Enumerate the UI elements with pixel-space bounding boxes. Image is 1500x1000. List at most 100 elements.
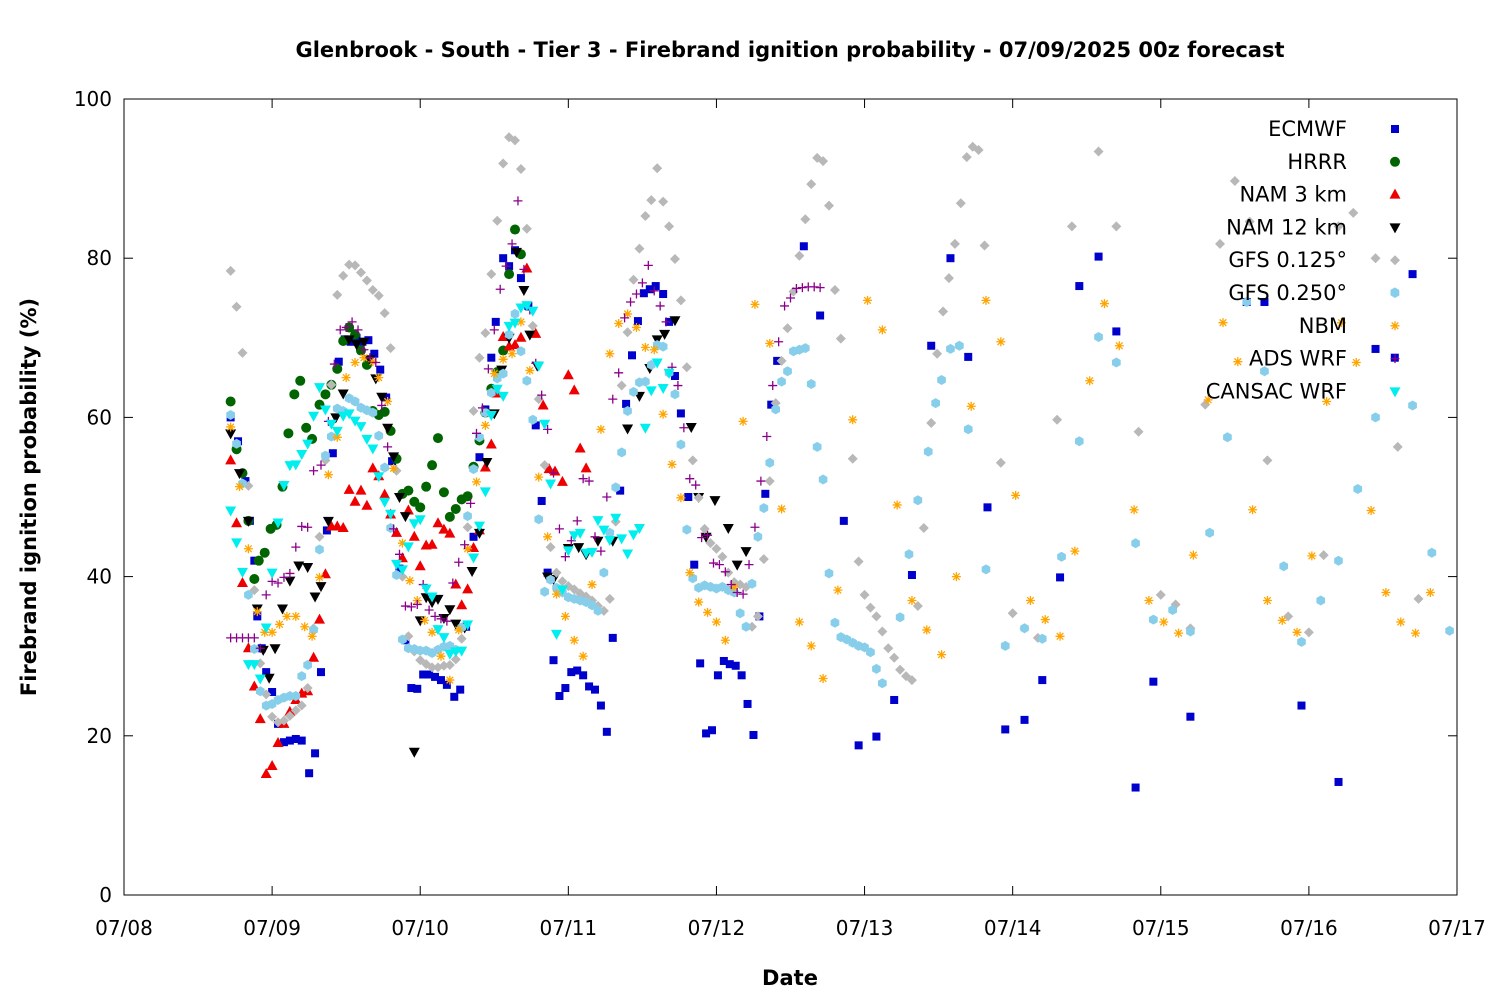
data-point bbox=[645, 386, 657, 397]
data-point bbox=[703, 530, 713, 540]
data-point bbox=[361, 434, 373, 445]
data-point bbox=[393, 493, 405, 503]
data-point bbox=[543, 463, 555, 474]
data-point bbox=[780, 301, 790, 311]
data-point bbox=[895, 664, 906, 675]
data-point bbox=[454, 625, 464, 635]
data-point bbox=[587, 580, 597, 590]
data-point bbox=[756, 476, 766, 486]
data-point bbox=[761, 489, 770, 498]
data-point bbox=[315, 582, 327, 593]
data-point bbox=[379, 488, 391, 499]
data-point bbox=[368, 357, 378, 367]
data-point bbox=[530, 327, 542, 338]
data-point bbox=[237, 347, 248, 358]
data-point bbox=[450, 619, 462, 630]
data-point bbox=[408, 530, 420, 541]
data-point bbox=[450, 692, 459, 701]
legend: ECMWF HRRR NAM 3 km NAM 12 km GFS 0.125° GFS … bbox=[1206, 117, 1401, 403]
data-point bbox=[347, 317, 357, 327]
x-tick-label: 07/12 bbox=[688, 916, 746, 940]
data-point bbox=[1093, 146, 1104, 157]
data-point bbox=[620, 313, 630, 323]
data-point bbox=[596, 701, 605, 710]
data-point bbox=[765, 338, 775, 348]
data-point bbox=[722, 524, 734, 535]
data-point bbox=[231, 538, 243, 549]
data-point bbox=[890, 695, 899, 704]
data-point bbox=[616, 486, 625, 495]
data-point bbox=[981, 295, 991, 305]
data-point bbox=[260, 768, 272, 779]
data-point bbox=[551, 589, 561, 599]
data-point bbox=[1112, 357, 1121, 368]
data-point bbox=[261, 590, 271, 600]
data-point bbox=[676, 493, 686, 503]
data-point bbox=[383, 396, 393, 406]
data-point bbox=[539, 460, 550, 471]
data-point bbox=[421, 481, 432, 492]
data-point bbox=[657, 383, 669, 394]
data-point bbox=[684, 493, 693, 501]
data-point bbox=[667, 459, 677, 469]
data-point bbox=[367, 462, 379, 473]
data-point bbox=[249, 573, 260, 584]
data-point bbox=[931, 398, 940, 409]
data-point bbox=[904, 549, 914, 560]
data-point bbox=[444, 527, 456, 538]
data-point bbox=[847, 453, 858, 464]
data-point bbox=[599, 567, 609, 578]
data-point bbox=[408, 747, 420, 758]
data-point bbox=[412, 599, 422, 609]
data-point bbox=[1334, 555, 1343, 566]
data-point bbox=[284, 576, 296, 587]
data-point bbox=[955, 198, 966, 209]
data-point bbox=[491, 384, 503, 395]
data-point bbox=[462, 583, 474, 594]
data-point bbox=[314, 613, 326, 624]
data-point bbox=[782, 323, 793, 334]
data-point bbox=[708, 726, 717, 735]
data-point bbox=[670, 389, 680, 400]
data-point bbox=[420, 584, 432, 595]
data-point bbox=[1131, 538, 1140, 549]
data-point bbox=[1307, 551, 1317, 561]
data-point bbox=[764, 476, 775, 487]
data-point bbox=[391, 559, 403, 570]
data-point bbox=[475, 453, 484, 462]
data-point bbox=[996, 337, 1006, 347]
data-point bbox=[951, 572, 961, 582]
data-point bbox=[556, 585, 568, 596]
data-point bbox=[932, 348, 943, 359]
data-point bbox=[774, 337, 784, 347]
data-point bbox=[456, 599, 468, 610]
data-point bbox=[777, 504, 787, 514]
data-point bbox=[1168, 605, 1177, 615]
data-point bbox=[1279, 561, 1288, 572]
data-point bbox=[371, 357, 381, 367]
data-point bbox=[364, 336, 373, 345]
data-point bbox=[1075, 282, 1084, 291]
data-point bbox=[651, 282, 660, 291]
data-point bbox=[551, 567, 562, 578]
legend-marker bbox=[1390, 354, 1400, 364]
data-point bbox=[1186, 712, 1195, 721]
data-point bbox=[768, 381, 778, 391]
data-point bbox=[848, 415, 858, 425]
data-point bbox=[414, 560, 426, 571]
data-point bbox=[639, 289, 648, 298]
data-point bbox=[296, 450, 308, 461]
data-point bbox=[326, 379, 337, 390]
data-points bbox=[225, 132, 1454, 792]
data-point bbox=[349, 416, 361, 427]
data-point bbox=[285, 736, 294, 745]
data-point bbox=[1233, 357, 1243, 367]
data-point bbox=[248, 660, 260, 671]
data-point bbox=[1203, 395, 1213, 405]
data-point bbox=[466, 567, 478, 578]
data-point bbox=[1149, 677, 1158, 686]
data-point bbox=[509, 318, 521, 329]
data-point bbox=[688, 573, 698, 584]
data-point bbox=[315, 572, 325, 582]
data-point bbox=[309, 592, 321, 603]
